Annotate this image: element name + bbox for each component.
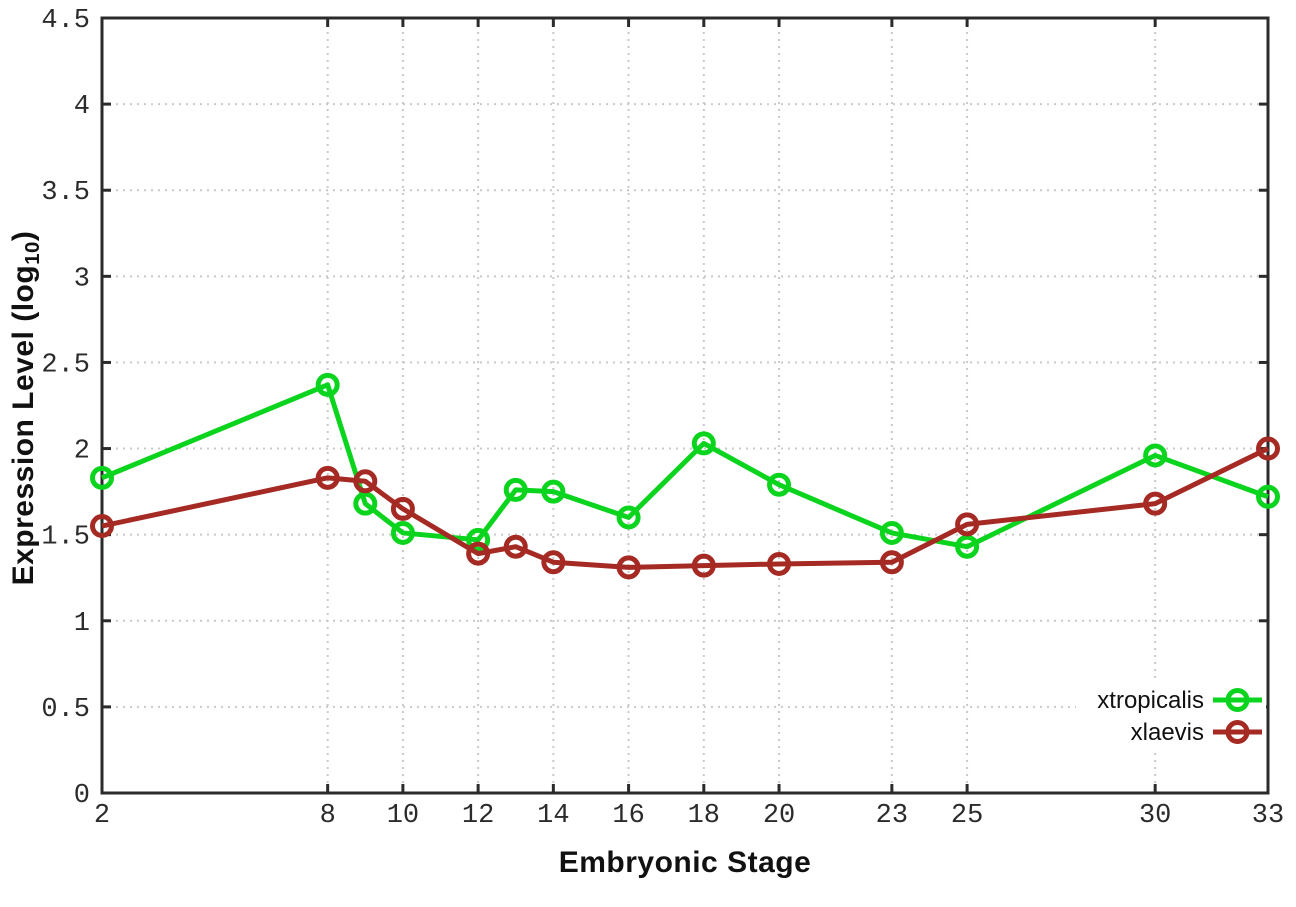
x-tick-label: 10	[387, 801, 419, 831]
x-tick-label: 20	[763, 801, 795, 831]
data-point-xtropicalis	[1256, 484, 1280, 509]
data-point-xlaevis	[390, 496, 415, 521]
data-point-xtropicalis	[503, 477, 528, 502]
legend-sample-marker-xlaevis	[1225, 720, 1250, 744]
y-tick-label: 4.5	[41, 6, 90, 36]
y-axis-title: Expression Level (log10)	[7, 230, 44, 586]
y-tick-label: 4	[74, 92, 90, 122]
x-tick-label: 18	[688, 801, 720, 831]
y-tick-label: 0.5	[41, 695, 90, 725]
data-point-xtropicalis	[541, 479, 566, 504]
data-point-xlaevis	[1143, 491, 1168, 516]
plot-border	[100, 16, 1270, 795]
data-point-xtropicalis	[1143, 443, 1168, 468]
data-point-xlaevis	[466, 541, 491, 566]
data-point-xlaevis	[767, 551, 792, 576]
data-point-xtropicalis	[616, 505, 641, 530]
x-tick-label: 33	[1252, 801, 1284, 831]
y-axis-title-subscript: 10	[21, 241, 44, 265]
data-point-xlaevis	[955, 512, 980, 537]
x-tick-label: 23	[876, 801, 908, 831]
data-point-xtropicalis	[691, 431, 716, 456]
x-tick-label: 30	[1139, 801, 1171, 831]
data-point-xtropicalis	[390, 520, 415, 545]
x-tick-label: 12	[462, 801, 494, 831]
x-tick-label: 25	[951, 801, 983, 831]
legend-label-xlaevis: xlaevis	[1131, 719, 1204, 746]
legend-sample-marker-xtropicalis	[1225, 688, 1250, 712]
data-point-xlaevis	[90, 514, 114, 539]
data-point-xlaevis	[353, 469, 378, 494]
y-tick-label: 2.5	[41, 350, 90, 380]
data-point-xlaevis	[541, 550, 566, 575]
x-axis-title: Embryonic Stage	[558, 846, 812, 879]
data-point-xtropicalis	[879, 520, 904, 545]
series-line-xtropicalis	[101, 382, 1269, 550]
series-line-xlaevis	[101, 446, 1270, 570]
data-point-xtropicalis	[466, 527, 491, 552]
y-tick-label: 3.5	[41, 178, 90, 208]
y-tick-label: 0	[74, 781, 90, 811]
data-point-xlaevis	[879, 550, 904, 575]
data-point-xlaevis	[616, 555, 641, 580]
data-point-xtropicalis	[315, 372, 340, 397]
y-tick-label: 3	[74, 264, 90, 294]
x-tick-label: 2	[94, 801, 110, 831]
data-point-xtropicalis	[353, 491, 378, 516]
data-point-xlaevis	[315, 465, 340, 490]
y-tick-label: 1.5	[41, 523, 90, 553]
x-tick-label: 14	[537, 801, 569, 831]
data-point-xtropicalis	[955, 534, 980, 559]
y-axis-title-text: Expression Level (log	[7, 264, 40, 586]
y-axis-title-suffix: )	[7, 230, 40, 242]
y-tick-label: 2	[74, 437, 90, 467]
legend-label-xtropicalis: xtropicalis	[1097, 687, 1204, 714]
x-tick-label: 16	[612, 801, 644, 831]
data-point-xtropicalis	[767, 472, 792, 497]
x-tick-label: 8	[320, 801, 336, 831]
data-point-xtropicalis	[90, 465, 114, 490]
data-point-xlaevis	[1256, 436, 1280, 461]
data-point-xlaevis	[691, 553, 716, 578]
data-point-xlaevis	[503, 534, 528, 559]
y-tick-label: 1	[74, 609, 90, 639]
